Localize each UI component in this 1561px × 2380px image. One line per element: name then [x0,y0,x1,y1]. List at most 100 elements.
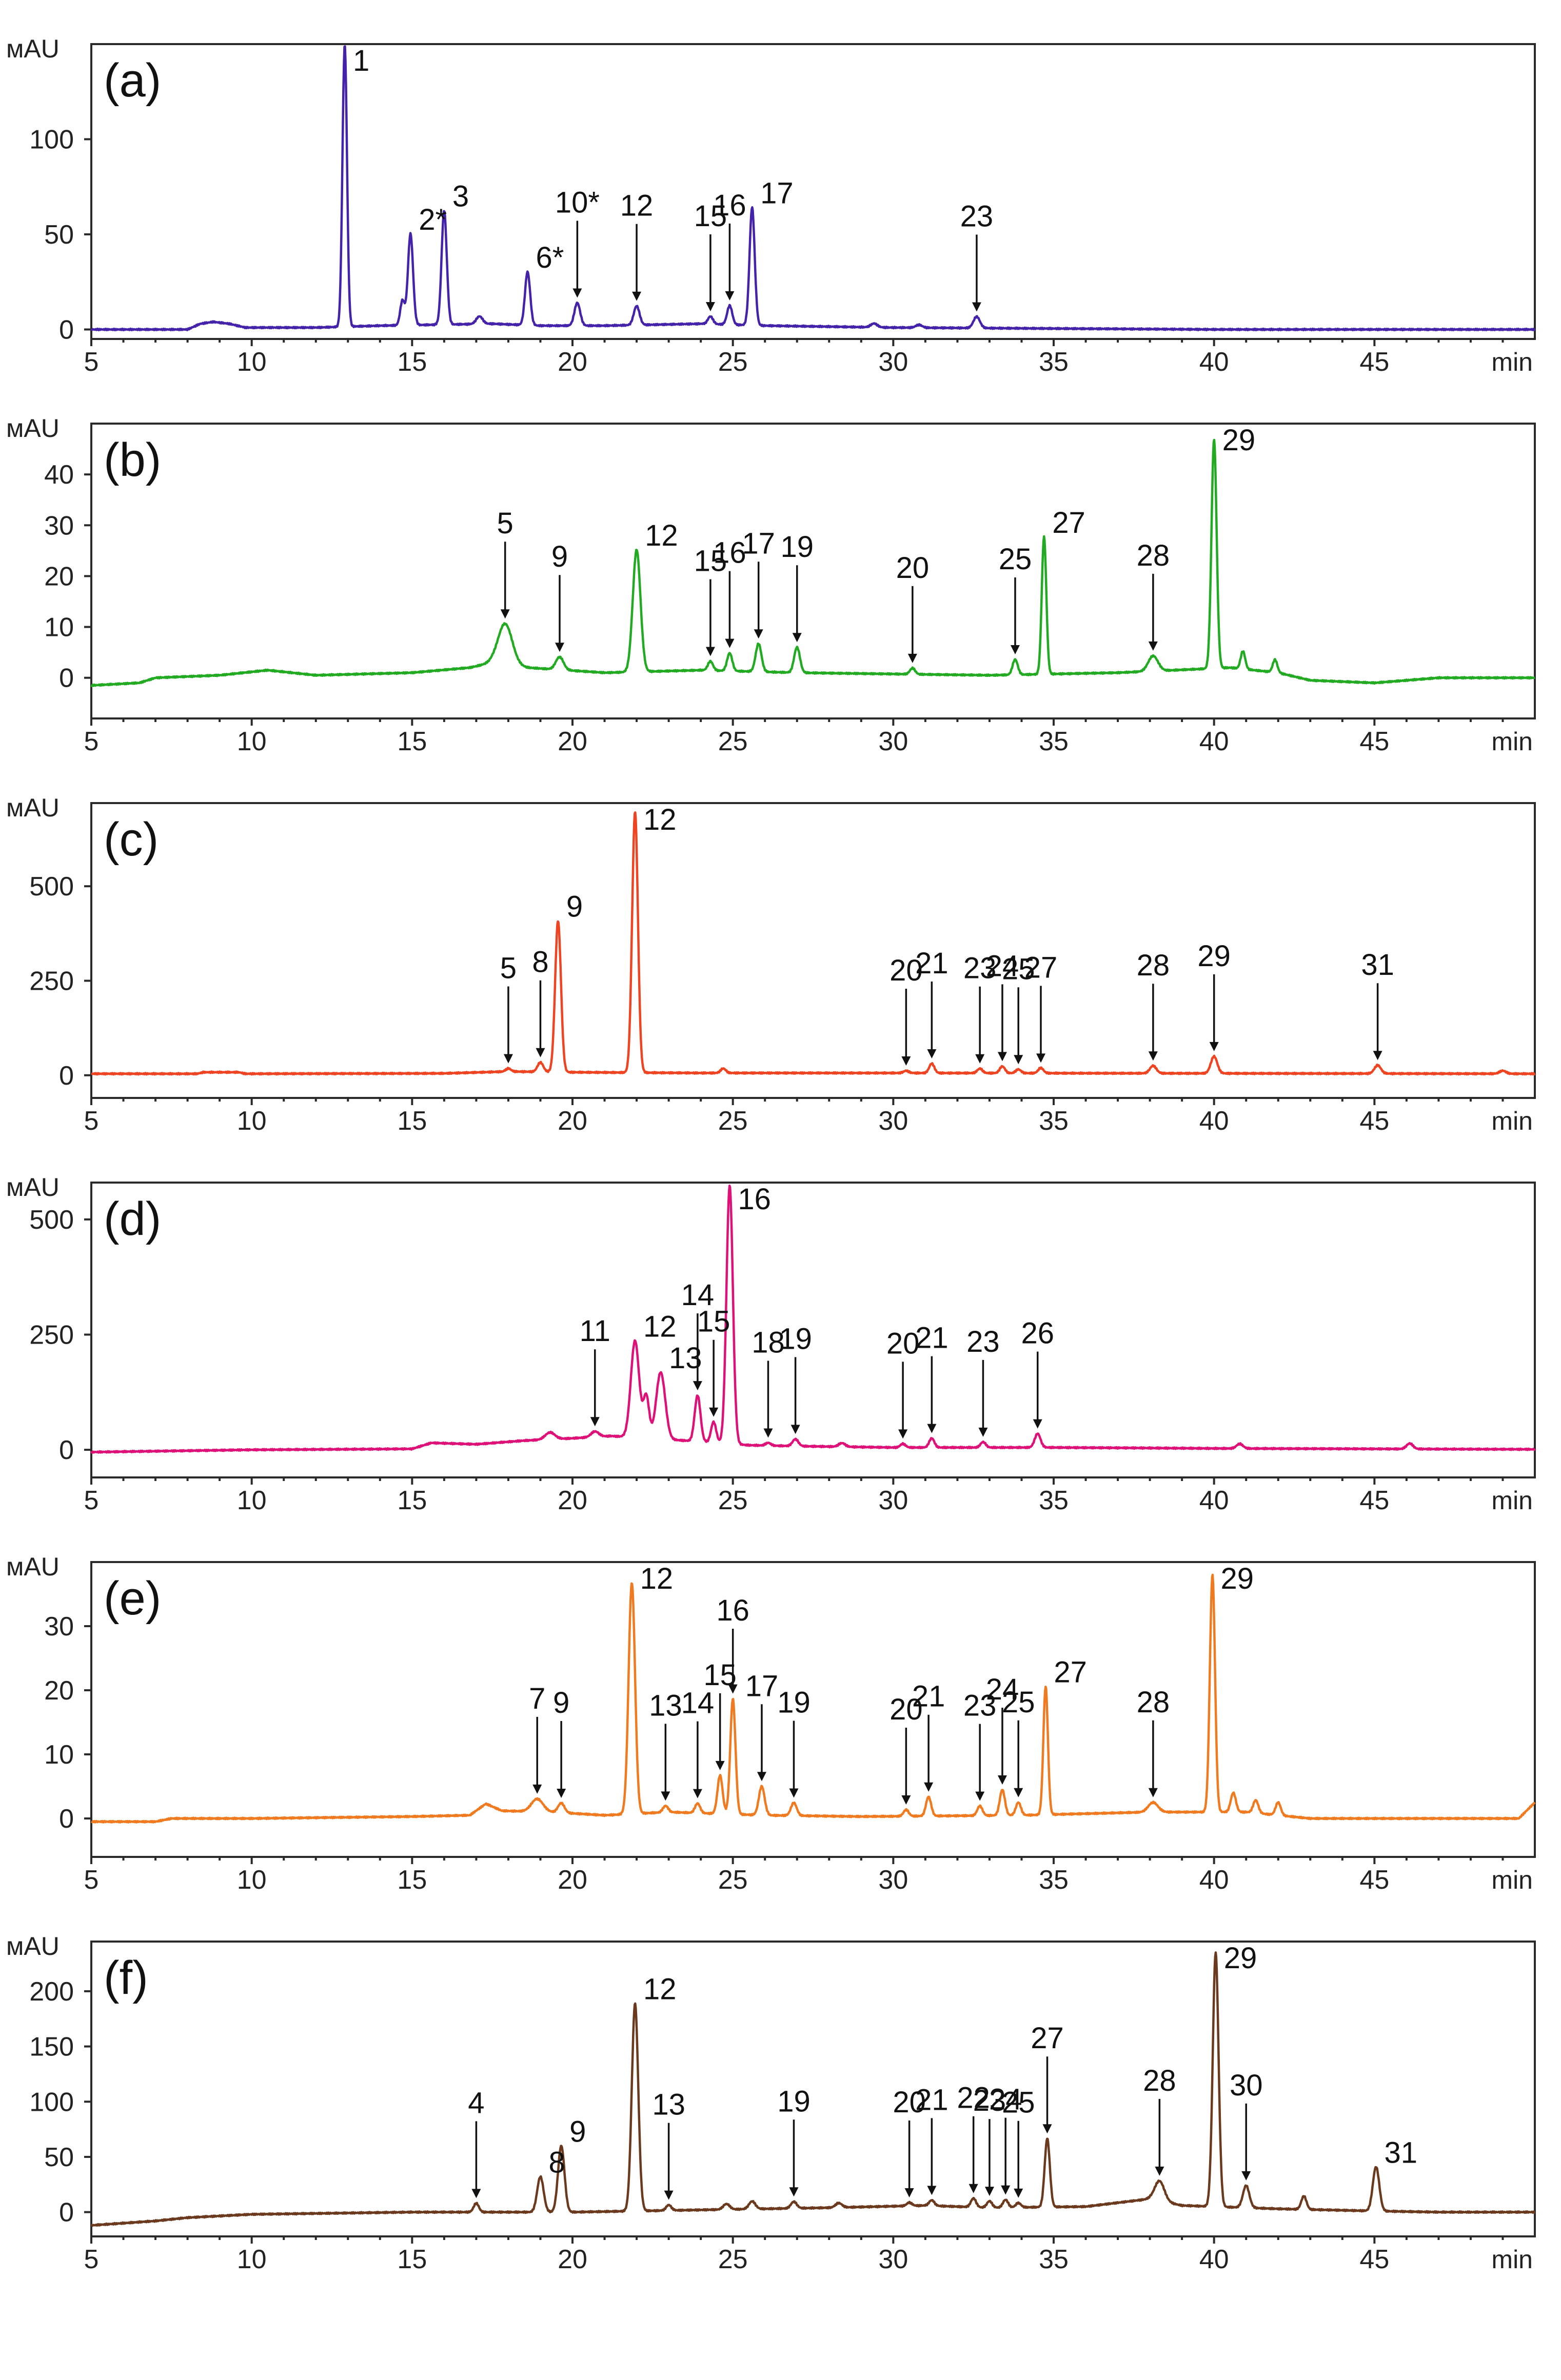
peak-arrow-head [997,1052,1007,1062]
x-tick-label: 45 [1359,1486,1389,1515]
y-tick-label: 100 [29,2087,74,2117]
x-axis-unit: min [1491,348,1533,376]
x-tick-label: 20 [558,2245,587,2274]
peak-label: 28 [1143,2064,1176,2097]
plot-frame [90,423,1536,719]
peak-label: 25 [1002,2086,1035,2119]
x-axis-unit: min [1491,727,1533,756]
peak-label: 23 [963,1689,997,1723]
peak-arrow-head [664,2190,674,2200]
peak-label: 15 [694,544,727,577]
x-tick-label: 40 [1199,347,1229,377]
peak-label: 8 [532,946,548,979]
x-tick-label: 40 [1199,1106,1229,1136]
peak-arrow-head [978,1427,988,1437]
x-tick-label: 40 [1199,2245,1229,2274]
x-tick-label: 25 [718,347,748,377]
y-tick-label: 0 [59,664,74,693]
x-tick-label: 10 [237,347,267,377]
chromatogram-trace [90,438,1536,687]
x-axis-unit: min [1491,1866,1533,1894]
y-tick-label: 20 [44,1676,74,1706]
y-tick-label: 30 [44,1612,74,1642]
peak-arrow-head [1001,2185,1011,2195]
peak-label: 12 [640,1562,674,1595]
x-tick-label: 35 [1039,1106,1069,1136]
peak-label: 16 [716,1594,749,1627]
plot-frame [90,43,1536,340]
y-tick-label: 50 [44,220,74,250]
peak-label: 9 [566,890,583,924]
x-tick-label: 40 [1199,1865,1229,1895]
peak-label: 11 [580,1314,610,1348]
peak-arrow-head [927,1049,937,1059]
x-tick-label: 5 [84,347,99,377]
peak-arrow-head [728,1684,738,1694]
x-tick-label: 40 [1199,1486,1229,1515]
x-tick-label: 5 [84,1106,99,1136]
x-tick-label: 20 [558,1865,587,1895]
peak-arrow-head [1148,1051,1158,1061]
peak-label: 31 [1361,948,1394,982]
peak-label: 25 [999,543,1032,576]
y-tick-label: 10 [44,1740,74,1770]
peak-label: 28 [1137,539,1170,572]
peak-label: 27 [1024,951,1058,984]
peak-arrow-head [1148,1788,1158,1797]
peak-label: 6* [536,241,564,274]
peak-arrow-head [500,609,510,619]
peak-label: 9 [569,2115,586,2148]
peak-label: 12 [643,803,677,836]
x-tick-label: 30 [878,727,908,756]
y-tick-label: 500 [29,1205,74,1235]
peak-arrow-head [972,302,981,312]
x-tick-label: 20 [558,347,587,377]
chromatogram-trace [90,811,1536,1076]
peak-label: 24 [986,1673,1019,1706]
y-tick-label: 0 [59,315,74,345]
peak-label: 16 [713,536,746,570]
x-tick-label: 45 [1359,1865,1389,1895]
x-tick-label: 35 [1039,1486,1069,1515]
peak-arrow-head [763,1428,773,1438]
y-tick-label: 0 [59,2198,74,2228]
peak-label: 15 [697,1305,730,1338]
peak-arrow-head [725,291,735,301]
x-axis-unit: min [1491,1107,1533,1135]
x-tick-label: 5 [84,2245,99,2274]
peak-label: 8 [548,2146,565,2179]
y-tick-label: 100 [29,125,74,154]
x-tick-label: 30 [878,1486,908,1515]
x-tick-label: 35 [1039,2245,1069,2274]
y-tick-label: 150 [29,2032,74,2062]
y-tick-label: 20 [44,562,74,591]
peak-label: 9 [553,1686,569,1719]
peak-label: 18 [752,1326,785,1359]
peak-label: 19 [777,1686,811,1719]
peak-label: 12 [620,189,654,223]
plot-frame [90,1182,1536,1478]
x-tick-label: 45 [1359,727,1389,756]
peak-label: 14 [681,1687,715,1720]
peak-label: 21 [915,2083,949,2116]
x-tick-label: 20 [558,1106,587,1136]
peak-arrow-head [1209,1042,1219,1051]
peak-arrow-head [1036,1053,1045,1063]
peak-label: 23 [960,199,994,233]
x-tick-label: 25 [718,1865,748,1895]
peak-label: 13 [652,2088,685,2122]
peak-label: 12 [645,519,678,552]
x-axis-unit: min [1491,1486,1533,1515]
x-tick-label: 5 [84,1865,99,1895]
peak-arrow-head [792,633,802,643]
peak-label: 16 [738,1183,771,1216]
x-tick-label: 10 [237,1486,267,1515]
peak-arrow-head [898,1429,908,1439]
peak-arrow-head [907,653,917,663]
peak-label: 9 [551,540,568,573]
peak-label: 19 [780,530,814,564]
chart-panel-b: 5 10 15 20 25 30 35 40 45 min 0 10 20 30 40 мAU (b) 5 9 12 1… [6,414,1536,756]
peak-label: 17 [745,1669,779,1703]
x-tick-label: 30 [878,347,908,377]
